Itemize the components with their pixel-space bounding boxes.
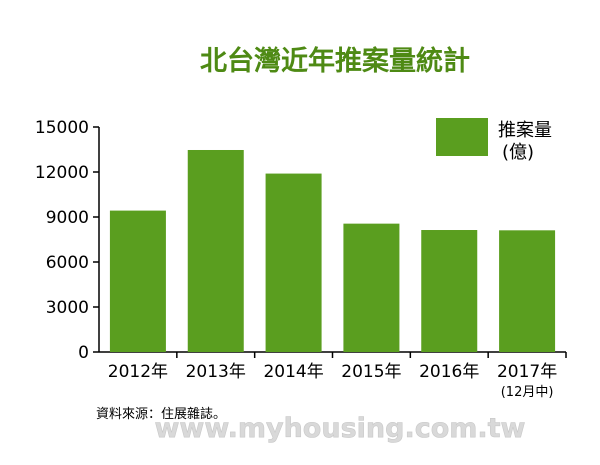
bar [187,149,244,352]
bar [421,230,478,352]
x-axis [99,351,567,358]
bar-value-label: 8132.59 [420,212,478,228]
bar [109,210,166,352]
bar-value-label: 9426.92 [109,193,167,209]
y-tick-label: 15000 [35,118,89,138]
bar-value-label: 8112.32 [498,212,556,228]
legend-label: 推案量(億) [498,120,552,163]
bar-value-label: 8557.24 [342,206,400,222]
y-tick-label: 0 [78,343,89,363]
legend: 推案量(億) [436,118,552,163]
source-note: 資料來源：住展雜誌。 [96,406,226,422]
watermark-text: www.myhousing.com.tw [154,413,525,444]
x-tick-label: 2016年 [419,362,479,382]
bar-value-label: 13467.06 [182,132,249,148]
x-tick-labels: 2012年 2013年 2014年 2015年 2016年 2017年 (12月中) [108,362,557,400]
y-tick-label: 12000 [35,163,89,183]
y-axis [93,126,100,353]
x-tick-label: 2013年 [186,362,246,382]
bar [499,230,556,352]
bar [265,173,322,352]
x-tick-label: 2012年 [108,362,168,382]
value-labels: 9426.92 13467.06 11895.00 8557.24 8132.59 811… [109,132,556,228]
y-tick-label: 9000 [46,208,89,228]
x-tick-label: 2014年 [263,362,323,382]
legend-swatch [436,118,488,156]
bars [109,149,556,352]
bar-value-label: 11895.00 [260,156,327,172]
bar [343,223,400,352]
x-tick-label: 2017年 [497,362,557,382]
x-tick-label: 2015年 [341,362,401,382]
y-tick-labels: 0 3000 6000 9000 12000 15000 [35,118,89,363]
x-tick-note: (12月中) [501,385,554,400]
y-tick-label: 3000 [46,298,89,318]
y-tick-label: 6000 [46,253,89,273]
chart-title: 北台灣近年推案量統計 [200,45,470,77]
